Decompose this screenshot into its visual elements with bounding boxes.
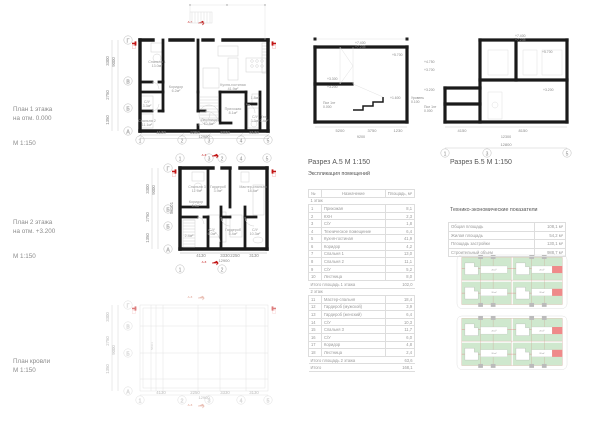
svg-text:1350: 1350 bbox=[105, 364, 110, 374]
svg-text:0.000: 0.000 bbox=[323, 105, 332, 109]
svg-text:+5.700: +5.700 bbox=[392, 53, 403, 57]
svg-text:А.З: А.З bbox=[202, 153, 207, 157]
svg-text:+3.200: +3.200 bbox=[543, 88, 554, 92]
svg-text:3130: 3130 bbox=[249, 253, 259, 258]
svg-text:4150: 4150 bbox=[458, 128, 468, 133]
svg-text:5: 5 bbox=[267, 398, 270, 404]
svg-text:+3.300: +3.300 bbox=[327, 77, 338, 81]
svg-text:1: 1 bbox=[179, 267, 182, 273]
svg-text:9200: 9200 bbox=[357, 135, 365, 139]
svg-text:12800: 12800 bbox=[500, 142, 512, 147]
svg-text:2750: 2750 bbox=[105, 336, 110, 346]
svg-text:1: 1 bbox=[179, 156, 182, 162]
svg-text:+3.700: +3.700 bbox=[424, 68, 435, 72]
svg-text:1230: 1230 bbox=[394, 128, 404, 133]
svg-text:4130: 4130 bbox=[156, 390, 166, 395]
svg-text:+3.200: +3.200 bbox=[424, 88, 435, 92]
svg-text:9000: 9000 bbox=[151, 185, 156, 195]
svg-text:10.8м²: 10.8м² bbox=[204, 122, 215, 126]
svg-text:3300: 3300 bbox=[105, 56, 110, 66]
svg-text:3: 3 bbox=[486, 151, 489, 157]
svg-text:9000: 9000 bbox=[111, 345, 116, 355]
svg-text:5: 5 bbox=[566, 151, 569, 157]
svg-text:9000: 9000 bbox=[111, 57, 116, 67]
svg-text:6.2м²: 6.2м² bbox=[172, 89, 181, 93]
svg-text:4: 4 bbox=[240, 156, 243, 162]
svg-text:+7.235: +7.235 bbox=[515, 38, 526, 42]
svg-text:12900: 12900 bbox=[198, 395, 210, 400]
svg-text:0.000: 0.000 bbox=[424, 109, 433, 113]
svg-text:3750: 3750 bbox=[368, 128, 378, 133]
svg-text:12900: 12900 bbox=[218, 258, 230, 263]
svg-text:А.З: А.З bbox=[188, 295, 193, 299]
svg-text:3300: 3300 bbox=[145, 184, 150, 194]
svg-text:6.0м²: 6.0м² bbox=[208, 232, 217, 236]
svg-text:1350: 1350 bbox=[105, 115, 110, 125]
svg-text:Г: Г bbox=[127, 303, 130, 309]
svg-text:2: 2 bbox=[181, 138, 184, 144]
svg-text:0.4м²: 0.4м² bbox=[260, 119, 269, 123]
svg-text:1: 1 bbox=[444, 151, 447, 157]
svg-text:1350: 1350 bbox=[145, 233, 150, 243]
svg-text:4: 4 bbox=[240, 138, 243, 144]
svg-text:10.3м²: 10.3м² bbox=[250, 232, 261, 236]
svg-text:12300: 12300 bbox=[501, 135, 511, 139]
svg-text:5200: 5200 bbox=[336, 128, 346, 133]
svg-text:11.1м²: 11.1м² bbox=[142, 123, 153, 127]
svg-text:3130: 3130 bbox=[249, 130, 259, 135]
svg-text:2.4м²: 2.4м² bbox=[185, 234, 194, 238]
svg-text:12900: 12900 bbox=[198, 134, 210, 139]
svg-text:58101: 58101 bbox=[169, 201, 174, 214]
svg-text:3: 3 bbox=[208, 156, 211, 162]
svg-text:Г: Г bbox=[127, 38, 130, 44]
svg-text:2250: 2250 bbox=[230, 253, 240, 258]
svg-text:+7.235: +7.235 bbox=[355, 45, 366, 49]
svg-text:13.0м²: 13.0м² bbox=[152, 64, 163, 68]
svg-text:11.7м²: 11.7м² bbox=[192, 189, 203, 193]
svg-text:6.8м²: 6.8м² bbox=[192, 204, 201, 208]
svg-text:3130: 3130 bbox=[249, 390, 259, 395]
svg-text:+3.200: +3.200 bbox=[327, 85, 338, 89]
svg-text:3330: 3330 bbox=[220, 390, 230, 395]
svg-text:А.З: А.З bbox=[188, 403, 193, 407]
svg-text:8150: 8150 bbox=[519, 128, 529, 133]
svg-text:3330: 3330 bbox=[220, 130, 230, 135]
svg-text:5: 5 bbox=[266, 156, 269, 162]
svg-text:41.9м²: 41.9м² bbox=[228, 87, 239, 91]
svg-text:2750: 2750 bbox=[105, 90, 110, 100]
svg-text:3.3м²: 3.3м² bbox=[143, 104, 152, 108]
svg-text:58101: 58101 bbox=[150, 342, 154, 350]
svg-text:1.8м²: 1.8м² bbox=[251, 96, 260, 100]
svg-text:18.4м²: 18.4м² bbox=[248, 189, 259, 193]
svg-text:4130: 4130 bbox=[156, 130, 166, 135]
svg-text:4130: 4130 bbox=[196, 253, 206, 258]
svg-text:8.1м²: 8.1м² bbox=[229, 111, 238, 115]
svg-text:2: 2 bbox=[221, 267, 224, 273]
svg-text:0.100: 0.100 bbox=[411, 100, 420, 104]
svg-text:3.9м²: 3.9м² bbox=[214, 189, 223, 193]
svg-text:+1.600: +1.600 bbox=[390, 96, 401, 100]
svg-text:2: 2 bbox=[181, 398, 184, 404]
svg-text:+5.700: +5.700 bbox=[542, 50, 553, 54]
svg-text:2750: 2750 bbox=[145, 212, 150, 222]
svg-text:Г: Г bbox=[167, 166, 170, 172]
svg-text:5.4м²: 5.4м² bbox=[229, 232, 238, 236]
svg-text:1: 1 bbox=[139, 398, 142, 404]
svg-text:2: 2 bbox=[221, 156, 224, 162]
svg-text:+4.750: +4.750 bbox=[424, 60, 435, 64]
svg-text:А.З: А.З bbox=[202, 260, 207, 264]
svg-text:4: 4 bbox=[240, 398, 243, 404]
svg-text:3300: 3300 bbox=[105, 312, 110, 322]
